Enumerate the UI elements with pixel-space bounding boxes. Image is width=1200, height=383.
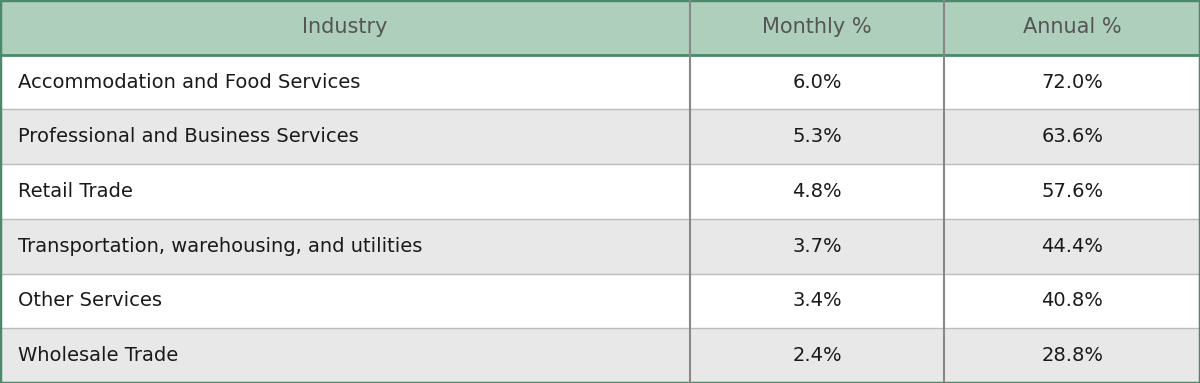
Text: Monthly %: Monthly % bbox=[762, 17, 872, 38]
Bar bbox=[0, 164, 690, 219]
Bar bbox=[944, 273, 1200, 328]
Bar bbox=[690, 164, 944, 219]
Bar bbox=[0, 219, 690, 273]
Bar bbox=[690, 110, 944, 164]
Text: Annual %: Annual % bbox=[1022, 17, 1122, 38]
Text: 5.3%: 5.3% bbox=[792, 127, 842, 146]
Text: 4.8%: 4.8% bbox=[792, 182, 842, 201]
Text: 6.0%: 6.0% bbox=[792, 72, 842, 92]
Text: Retail Trade: Retail Trade bbox=[18, 182, 133, 201]
Text: 3.7%: 3.7% bbox=[792, 237, 842, 256]
Bar bbox=[690, 219, 944, 273]
Bar bbox=[0, 273, 690, 328]
Bar bbox=[0, 55, 690, 110]
Text: 2.4%: 2.4% bbox=[792, 346, 842, 365]
Text: Wholesale Trade: Wholesale Trade bbox=[18, 346, 179, 365]
Text: Industry: Industry bbox=[302, 17, 388, 38]
Text: Professional and Business Services: Professional and Business Services bbox=[18, 127, 359, 146]
Bar bbox=[944, 328, 1200, 383]
Text: Accommodation and Food Services: Accommodation and Food Services bbox=[18, 72, 360, 92]
Text: 57.6%: 57.6% bbox=[1042, 182, 1103, 201]
Bar bbox=[944, 0, 1200, 55]
Text: 3.4%: 3.4% bbox=[792, 291, 842, 311]
Text: 40.8%: 40.8% bbox=[1042, 291, 1103, 311]
Bar bbox=[0, 110, 690, 164]
Bar bbox=[690, 0, 944, 55]
Bar bbox=[0, 328, 690, 383]
Bar bbox=[944, 219, 1200, 273]
Text: 28.8%: 28.8% bbox=[1042, 346, 1103, 365]
Bar bbox=[944, 55, 1200, 110]
Bar bbox=[690, 328, 944, 383]
Bar bbox=[690, 273, 944, 328]
Text: 72.0%: 72.0% bbox=[1042, 72, 1103, 92]
Text: Transportation, warehousing, and utilities: Transportation, warehousing, and utiliti… bbox=[18, 237, 422, 256]
Bar bbox=[944, 164, 1200, 219]
Bar bbox=[944, 110, 1200, 164]
Text: Other Services: Other Services bbox=[18, 291, 162, 311]
Text: 44.4%: 44.4% bbox=[1042, 237, 1103, 256]
Text: 63.6%: 63.6% bbox=[1042, 127, 1103, 146]
Bar bbox=[690, 55, 944, 110]
Bar bbox=[0, 0, 690, 55]
